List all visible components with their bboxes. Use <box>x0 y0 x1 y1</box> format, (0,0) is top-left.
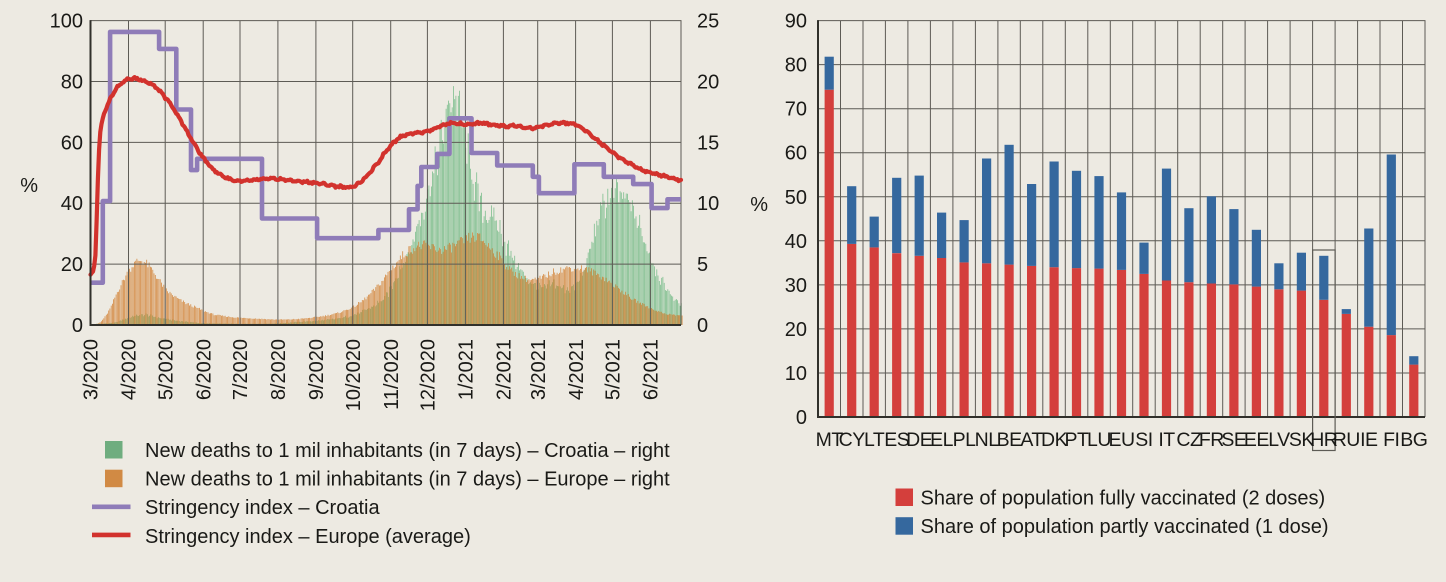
svg-text:20: 20 <box>697 72 719 94</box>
svg-text:FI: FI <box>1383 429 1399 451</box>
svg-text:CZ: CZ <box>1176 429 1202 451</box>
svg-text:BE: BE <box>997 429 1023 451</box>
svg-text:LT: LT <box>864 429 885 451</box>
svg-text:LU: LU <box>1087 429 1111 451</box>
svg-text:New deaths to 1 mil inhabitant: New deaths to 1 mil inhabitants (in 7 da… <box>145 440 670 462</box>
svg-text:SI: SI <box>1135 429 1152 451</box>
svg-text:30: 30 <box>785 275 807 297</box>
svg-text:5/2021: 5/2021 <box>603 339 625 400</box>
svg-text:6/2021: 6/2021 <box>641 339 663 400</box>
svg-text:Stringency index – Croatia: Stringency index – Croatia <box>145 497 380 519</box>
svg-text:2/2021: 2/2021 <box>494 339 516 400</box>
svg-text:DE: DE <box>906 429 933 451</box>
svg-text:25: 25 <box>697 11 719 33</box>
svg-text:8/2020: 8/2020 <box>268 339 290 400</box>
svg-text:4/2020: 4/2020 <box>119 339 141 400</box>
svg-text:EE: EE <box>1244 429 1270 451</box>
svg-text:ES: ES <box>884 429 910 451</box>
svg-text:0: 0 <box>796 407 807 429</box>
svg-text:5: 5 <box>697 254 708 276</box>
svg-text:6/2020: 6/2020 <box>193 339 215 400</box>
svg-text:20: 20 <box>61 254 83 276</box>
svg-text:Stringency index – Europe (ave: Stringency index – Europe (average) <box>145 526 471 548</box>
svg-text:%: % <box>20 175 38 197</box>
svg-text:PT: PT <box>1065 429 1090 451</box>
svg-text:AT: AT <box>1020 429 1043 451</box>
svg-text:11/2020: 11/2020 <box>381 339 403 410</box>
svg-text:Share of population fully vacc: Share of population fully vaccinated (2 … <box>921 488 1326 510</box>
svg-text:100: 100 <box>50 11 83 33</box>
svg-text:PL: PL <box>953 429 977 451</box>
svg-text:3/2020: 3/2020 <box>81 339 103 400</box>
svg-text:EL: EL <box>930 429 954 451</box>
svg-text:HR: HR <box>1310 429 1338 451</box>
svg-text:DK: DK <box>1041 429 1068 451</box>
svg-text:NL: NL <box>975 429 1000 451</box>
svg-text:7/2020: 7/2020 <box>230 339 252 400</box>
svg-text:0: 0 <box>697 315 708 337</box>
svg-text:40: 40 <box>61 193 83 215</box>
svg-text:BG: BG <box>1400 429 1427 451</box>
svg-text:LV: LV <box>1268 429 1290 451</box>
svg-text:IT: IT <box>1158 429 1175 451</box>
svg-text:0: 0 <box>72 315 83 337</box>
svg-text:80: 80 <box>61 72 83 94</box>
svg-text:50: 50 <box>785 187 807 209</box>
svg-text:Share of population partly vac: Share of population partly vaccinated (1… <box>921 516 1329 538</box>
svg-text:9/2020: 9/2020 <box>306 339 328 400</box>
svg-text:70: 70 <box>785 99 807 121</box>
svg-text:15: 15 <box>697 132 719 154</box>
svg-text:CY: CY <box>839 429 866 451</box>
svg-text:EU: EU <box>1108 429 1134 451</box>
svg-text:MT: MT <box>816 429 844 451</box>
svg-text:20: 20 <box>785 319 807 341</box>
svg-text:SE: SE <box>1221 429 1247 451</box>
svg-text:12/2020: 12/2020 <box>418 339 440 411</box>
svg-text:10: 10 <box>697 193 719 215</box>
svg-text:80: 80 <box>785 55 807 77</box>
svg-text:New deaths to 1 mil inhabitant: New deaths to 1 mil inhabitants (in 7 da… <box>145 469 670 491</box>
svg-text:10/2020: 10/2020 <box>343 339 365 411</box>
svg-text:3/2021: 3/2021 <box>528 339 550 400</box>
svg-text:1/2021: 1/2021 <box>456 339 478 400</box>
svg-text:%: % <box>750 194 768 216</box>
svg-text:4/2021: 4/2021 <box>566 339 588 400</box>
svg-text:FR: FR <box>1199 429 1224 451</box>
svg-text:5/2020: 5/2020 <box>155 339 177 400</box>
svg-text:10: 10 <box>785 363 807 385</box>
svg-text:60: 60 <box>61 132 83 154</box>
svg-text:IE: IE <box>1360 429 1378 451</box>
svg-text:60: 60 <box>785 143 807 165</box>
svg-text:90: 90 <box>785 11 807 33</box>
svg-text:SK: SK <box>1289 429 1315 451</box>
svg-text:RU: RU <box>1333 429 1360 451</box>
svg-text:40: 40 <box>785 231 807 253</box>
